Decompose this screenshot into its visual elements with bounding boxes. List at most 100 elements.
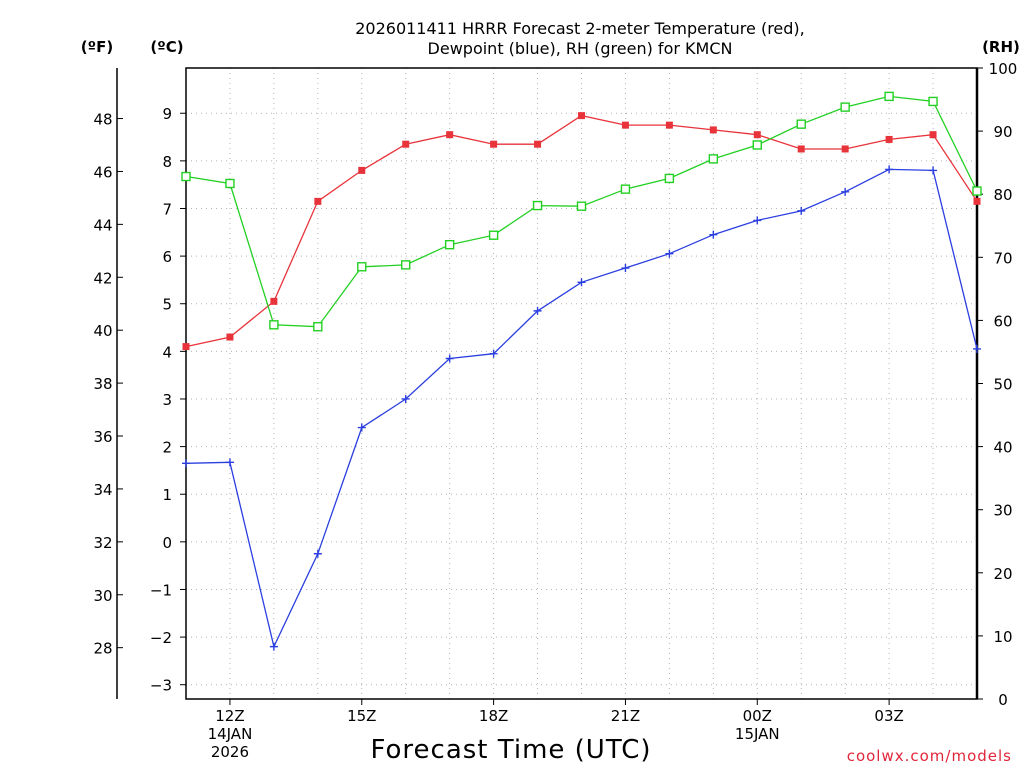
rh-point	[708, 154, 719, 164]
rh-point	[181, 171, 191, 182]
rh-point	[357, 262, 367, 272]
temperature-point	[534, 140, 542, 148]
tick-labels: 2830323436384042444648−3−2−1012345678901…	[93, 60, 1017, 761]
temperature-point	[270, 297, 278, 305]
x-tick-label: 14JAN	[208, 725, 253, 743]
celsius-tick-label: 0	[162, 534, 172, 552]
temperature-point	[490, 140, 498, 148]
fahrenheit-tick-label: 48	[93, 111, 112, 129]
celsius-tick-label: 1	[162, 486, 172, 504]
fahrenheit-unit-label: (ºF)	[81, 38, 113, 56]
temperature-point	[358, 166, 366, 174]
rh-point	[532, 200, 543, 211]
dewpoint-point	[885, 165, 894, 174]
temperature-point	[446, 131, 454, 139]
rh-point	[269, 320, 279, 330]
rh-point	[840, 102, 850, 112]
rh-tick-label: 30	[993, 502, 1012, 520]
fahrenheit-tick-label: 42	[93, 269, 112, 287]
rh-point	[664, 173, 675, 184]
x-tick-label: 2026	[211, 743, 249, 761]
rh-tick-label: 80	[993, 186, 1012, 204]
x-tick-label: 21Z	[611, 707, 640, 725]
dewpoint-point	[841, 187, 850, 196]
rh-tick-label: 70	[993, 249, 1012, 267]
x-tick-label: 15Z	[347, 707, 376, 725]
fahrenheit-tick-label: 40	[93, 322, 112, 340]
temperature-point	[621, 121, 629, 129]
fahrenheit-tick-label: 30	[93, 587, 112, 605]
celsius-tick-label: 6	[162, 248, 172, 266]
dewpoint-point	[797, 206, 806, 215]
fahrenheit-tick-label: 34	[93, 481, 112, 499]
dewpoint-point	[577, 278, 586, 287]
fahrenheit-tick-label: 46	[93, 163, 112, 181]
dewpoint-point	[621, 264, 630, 273]
celsius-tick-label: 2	[162, 439, 172, 457]
rh-point	[225, 178, 235, 189]
celsius-unit-label: (ºC)	[150, 38, 183, 56]
temperature-point	[797, 145, 805, 153]
temperature-point	[929, 131, 937, 139]
series-dewpoint	[182, 165, 981, 651]
x-axis-label: Forecast Time (UTC)	[370, 735, 651, 765]
temperature-line	[185, 114, 978, 348]
temperature-point	[665, 121, 673, 129]
rh-point	[488, 230, 499, 240]
rh-point	[620, 184, 631, 194]
rh-tick-label: 100	[989, 60, 1018, 78]
celsius-tick-label: −1	[150, 581, 172, 599]
celsius-tick-label: 7	[162, 200, 172, 218]
dewpoint-point	[489, 349, 498, 358]
dewpoint-point	[401, 394, 410, 403]
temperature-point	[753, 131, 761, 139]
rh-tick-label: 40	[993, 439, 1012, 457]
axes	[116, 67, 983, 705]
rh-point	[576, 201, 587, 211]
dewpoint-point	[753, 216, 762, 225]
rh-point	[928, 96, 938, 107]
x-tick-label: 00Z	[743, 707, 772, 725]
rh-unit-label: (RH)	[982, 38, 1020, 56]
x-tick-label: 18Z	[479, 707, 508, 725]
temperature-point	[182, 343, 190, 351]
celsius-tick-label: −3	[150, 677, 172, 695]
celsius-tick-label: 4	[162, 343, 172, 361]
celsius-tick-label: 5	[162, 296, 172, 314]
rh-tick-label: 20	[993, 565, 1012, 583]
fahrenheit-tick-label: 36	[93, 428, 112, 446]
x-tick-label: 03Z	[874, 707, 903, 725]
rh-tick-label: 90	[993, 123, 1012, 141]
fahrenheit-tick-label: 32	[93, 534, 112, 552]
data-series	[181, 91, 982, 651]
temperature-point	[885, 135, 893, 143]
temperature-point	[578, 112, 585, 120]
fahrenheit-tick-label: 44	[93, 216, 112, 234]
chart-title-line-1: 2026011411 HRRR Forecast 2-meter Tempera…	[355, 19, 805, 38]
temperature-point	[841, 145, 849, 153]
dewpoint-point	[929, 166, 938, 175]
dewpoint-point	[709, 230, 718, 239]
celsius-tick-label: −2	[150, 629, 172, 647]
temperature-point	[973, 197, 981, 205]
temperature-point	[226, 333, 234, 341]
credit-link[interactable]: coolwx.com/models	[847, 747, 1012, 765]
temperature-point	[314, 197, 322, 205]
rh-tick-label: 10	[993, 628, 1012, 646]
chart-title-line-2: Dewpoint (blue), RH (green) for KMCN	[428, 39, 733, 58]
dewpoint-point	[269, 642, 278, 651]
rh-point	[752, 140, 762, 150]
rh-point	[796, 119, 806, 129]
celsius-tick-label: 9	[162, 105, 172, 123]
fahrenheit-tick-label: 28	[93, 640, 112, 658]
temperature-point	[402, 140, 410, 148]
dewpoint-point	[182, 459, 190, 468]
rh-point	[401, 260, 411, 270]
dewpoint-point	[225, 458, 234, 467]
celsius-tick-label: 8	[162, 153, 172, 171]
dewpoint-point	[533, 306, 542, 315]
dewpoint-point	[313, 549, 322, 558]
rh-point	[972, 186, 982, 196]
rh-line	[185, 95, 978, 328]
